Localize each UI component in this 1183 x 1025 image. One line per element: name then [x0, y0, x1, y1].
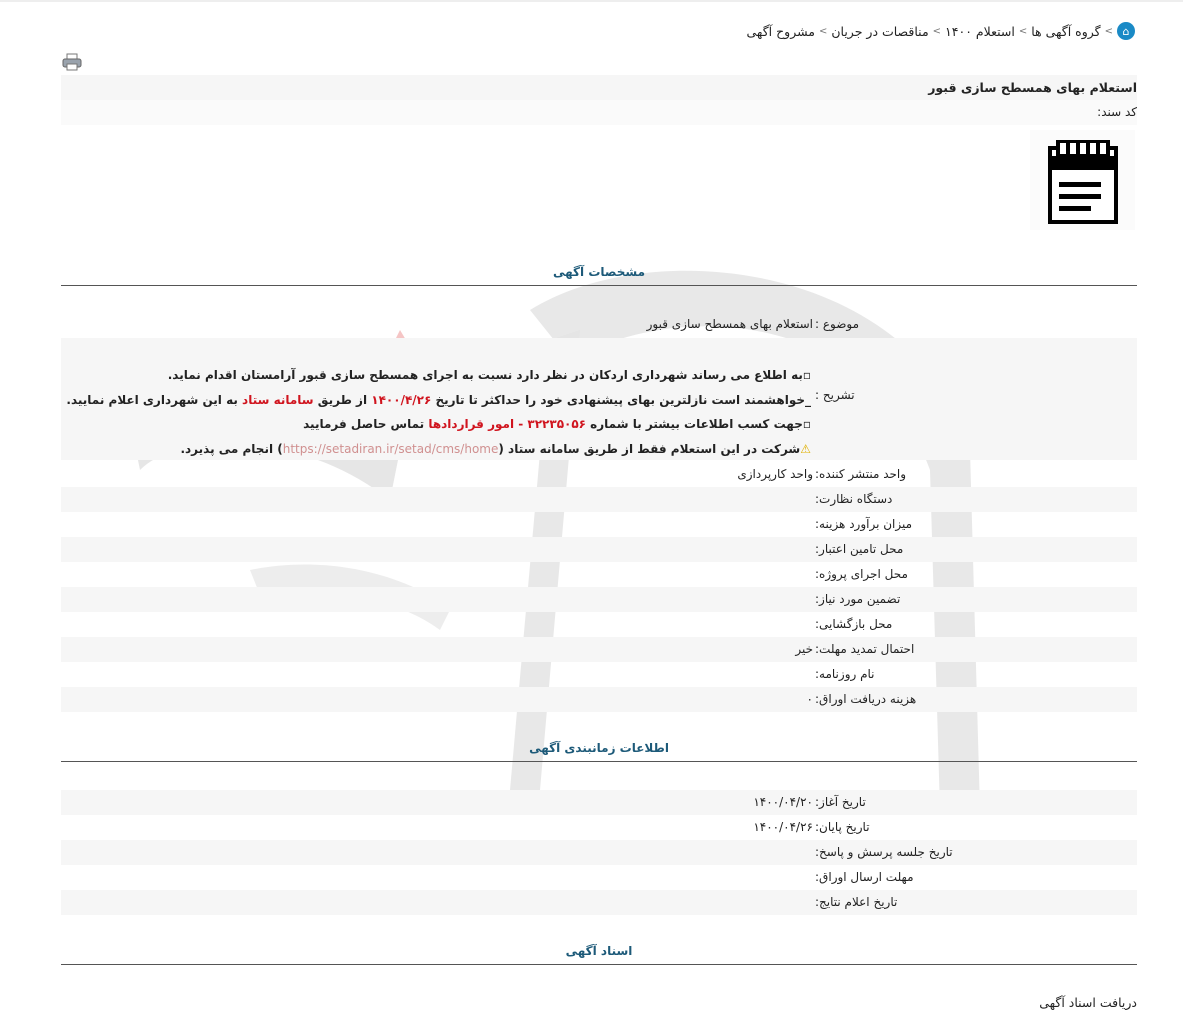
- field-subject: موضوع : استعلام بهای همسطح سازی قبور: [61, 312, 1137, 337]
- text: ) انجام می پذیرد.: [180, 441, 283, 456]
- section-specs: مشخصات آگهی: [61, 265, 1137, 286]
- section-title: مشخصات آگهی: [552, 265, 645, 279]
- field-label: احتمال تمدید مهلت:: [815, 642, 915, 656]
- setad-link[interactable]: https://setadiran.ir/setad/cms/home: [282, 441, 499, 456]
- field-value: ۰: [806, 692, 813, 706]
- breadcrumb-separator: >: [1018, 25, 1028, 37]
- top-border: [0, 0, 1183, 2]
- download-documents-link[interactable]: دریافت اسناد آگهی: [1039, 995, 1137, 1010]
- field-label: تاریخ اعلام نتایج:: [815, 895, 898, 909]
- field-label: هزینه دریافت اوراق:: [815, 692, 917, 706]
- field-value: خیر: [795, 642, 813, 656]
- field-row: دستگاه نظارت:: [61, 487, 1137, 512]
- breadcrumb-item[interactable]: گروه آگهی ها: [1031, 23, 1101, 39]
- document-icon[interactable]: [1030, 130, 1135, 230]
- field-label: تشریح :: [815, 388, 855, 402]
- field-row: واحد منتشر کننده: واحد کارپردازی: [61, 462, 1137, 487]
- text: ▫جهت کسب اطلاعات بیشتر با شماره: [586, 417, 811, 431]
- doc-code-label: کد سند:: [61, 100, 1137, 125]
- field-label: نام روزنامه:: [815, 667, 875, 681]
- description-line: ▫به اطلاع می رساند شهرداری اردکان در نظر…: [167, 368, 811, 382]
- print-icon[interactable]: [62, 53, 82, 71]
- description-line: ▫جهت کسب اطلاعات بیشتر با شماره ۳۲۲۳۵۰۵۶…: [66, 412, 811, 437]
- field-label: تضمین مورد نیاز:: [815, 592, 901, 606]
- breadcrumb-current: مشروح آگهی: [746, 23, 815, 39]
- field-label: واحد منتشر کننده:: [815, 467, 907, 481]
- breadcrumb-item[interactable]: مناقصات در جریان: [831, 23, 929, 39]
- field-row: محل بازگشایی:: [61, 612, 1137, 637]
- field-row: میزان برآورد هزینه:: [61, 512, 1137, 537]
- field-value: استعلام بهای همسطح سازی قبور: [646, 317, 813, 331]
- field-row: تاریخ آغاز: ۱۴۰۰/۰۴/۲۰: [61, 790, 1137, 815]
- field-row: تاریخ پایان: ۱۴۰۰/۰۴/۲۶: [61, 815, 1137, 840]
- field-row: احتمال تمدید مهلت: خیر: [61, 637, 1137, 662]
- breadcrumb-separator: >: [1104, 25, 1113, 37]
- text: تماس حاصل فرمایید: [303, 417, 429, 431]
- setad-system: سامانه ستاد: [242, 392, 314, 407]
- breadcrumb-separator: >: [932, 25, 942, 37]
- field-value: ۱۴۰۰/۰۴/۲۰: [753, 795, 813, 809]
- breadcrumb-item[interactable]: استعلام ۱۴۰۰: [945, 23, 1015, 39]
- breadcrumb: ⌂ > گروه آگهی ها > استعلام ۱۴۰۰ > مناقصا…: [747, 22, 1135, 40]
- field-label: محل اجرای پروژه:: [815, 567, 908, 581]
- field-row: هزینه دریافت اوراق: ۰: [61, 687, 1137, 712]
- field-label: موضوع :: [815, 317, 860, 331]
- field-row: نام روزنامه:: [61, 662, 1137, 687]
- page-title: استعلام بهای همسطح سازی قبور: [61, 75, 1137, 100]
- warning-icon: ⚠: [800, 441, 811, 456]
- breadcrumb-separator: >: [818, 25, 828, 37]
- section-title: اسناد آگهی: [565, 944, 633, 958]
- section-schedule: اطلاعات زمانبندی آگهی: [61, 741, 1137, 762]
- field-value: واحد کارپردازی: [737, 467, 813, 481]
- field-row: محل اجرای پروژه:: [61, 562, 1137, 587]
- field-label: دستگاه نظارت:: [815, 492, 893, 506]
- field-value: ۱۴۰۰/۰۴/۲۶: [753, 820, 813, 834]
- field-label: تاریخ پایان:: [815, 820, 870, 834]
- home-icon[interactable]: ⌂: [1117, 22, 1135, 40]
- text: به این شهرداری اعلام نمایید.: [66, 392, 243, 407]
- deadline-date: ۱۴۰۰/۴/۲۶: [371, 392, 432, 407]
- field-label: محل بازگشایی:: [815, 617, 893, 631]
- field-label: محل تامین اعتبار:: [815, 542, 904, 556]
- phone-number: ۳۲۲۳۵۰۵۶ - امور قراردادها: [428, 417, 586, 431]
- text: _خواهشمند است نازلترین بهای پیشنهادی خود…: [431, 392, 811, 407]
- description-line: ⚠شرکت در این استعلام فقط از طریق سامانه …: [66, 437, 811, 462]
- field-row: محل تامین اعتبار:: [61, 537, 1137, 562]
- field-row: تضمین مورد نیاز:: [61, 587, 1137, 612]
- field-label: تاریخ جلسه پرسش و پاسخ:: [815, 845, 953, 859]
- field-row: تاریخ جلسه پرسش و پاسخ:: [61, 840, 1137, 865]
- field-row: تاریخ اعلام نتایج:: [61, 890, 1137, 915]
- section-documents: اسناد آگهی: [61, 944, 1137, 965]
- description-text: ▫به اطلاع می رساند شهرداری اردکان در نظر…: [66, 363, 811, 461]
- field-label: مهلت ارسال اوراق:: [815, 870, 914, 884]
- section-title: اطلاعات زمانبندی آگهی: [529, 741, 669, 755]
- field-row: مهلت ارسال اوراق:: [61, 865, 1137, 890]
- text: شرکت در این استعلام فقط از طریق سامانه س…: [498, 441, 801, 456]
- field-label: میزان برآورد هزینه:: [815, 517, 913, 531]
- text: از طریق: [313, 392, 372, 407]
- description-line: _خواهشمند است نازلترین بهای پیشنهادی خود…: [66, 388, 811, 413]
- field-label: تاریخ آغاز:: [815, 795, 866, 809]
- field-description: تشریح :: [61, 338, 1137, 460]
